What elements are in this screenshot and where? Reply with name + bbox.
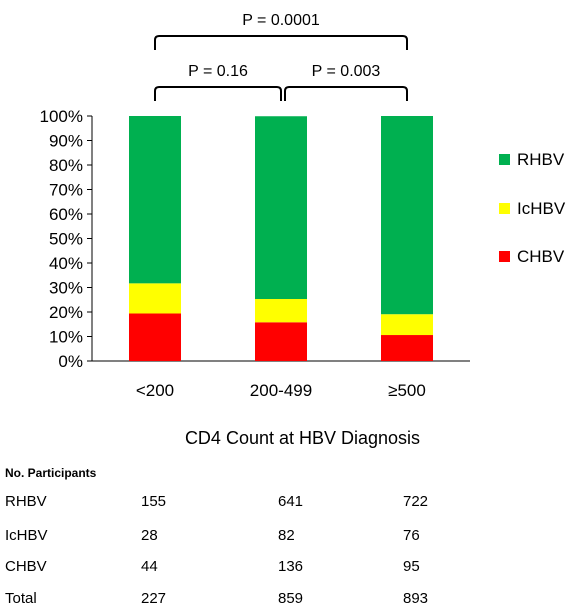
legend-swatch-ichbv [499, 203, 510, 214]
cell-200-499: 82 [278, 527, 295, 544]
participants-table-header: No. Participants [5, 466, 97, 480]
legend-swatch-chbv [499, 251, 510, 262]
y-tick-label: 100% [40, 107, 83, 126]
bar-segment-ichbv [381, 314, 433, 336]
p-value-label: P = 0.0001 [242, 12, 320, 29]
significance-bracket [284, 86, 408, 101]
cell-200-499: 859 [278, 590, 304, 607]
bar-segment-chbv [381, 335, 433, 361]
y-tick-label: 20% [49, 303, 83, 322]
table-row-ichbv: IcHBV 28 82 76 [0, 527, 581, 551]
y-tick-label: 40% [49, 254, 83, 273]
significance-bracket [154, 86, 282, 101]
cell-ge500: 76 [403, 527, 420, 544]
x-tick-label: ≥500 [388, 381, 426, 400]
cell-lt200: 44 [141, 558, 158, 575]
row-label: Total [5, 590, 37, 607]
bar-segment-rhbv [381, 116, 433, 315]
x-axis-title: CD4 Count at HBV Diagnosis [184, 428, 421, 448]
x-tick-label: 200-499 [250, 381, 312, 400]
bar-segment-chbv [255, 322, 307, 361]
p-value-label: P = 0.16 [188, 63, 248, 80]
y-tick-label: 90% [49, 132, 83, 151]
bar-segment-ichbv [255, 299, 307, 323]
bar-segment-chbv [129, 313, 181, 361]
legend-swatch-rhbv [499, 154, 510, 165]
y-tick-label: 80% [49, 156, 83, 175]
row-label: IcHBV [5, 527, 48, 544]
p-value-label: P = 0.003 [312, 63, 381, 80]
cell-lt200: 28 [141, 527, 158, 544]
y-tick-label: 50% [49, 230, 83, 249]
stacked-bar-chart: 0% 10% 20% 30% 40% 50% 60% 70% 80% 90% 100% <200 200… [40, 12, 566, 400]
table-row-rhbv: RHBV 155 641 722 [0, 493, 581, 517]
y-tick-label: 70% [49, 181, 83, 200]
cell-ge500: 722 [403, 493, 429, 510]
significance-bracket [154, 35, 408, 50]
cell-lt200: 155 [141, 493, 167, 510]
legend-label-ichbv: IcHBV [517, 199, 566, 218]
cell-200-499: 641 [278, 493, 304, 510]
table-row-total: Total 227 859 893 [0, 590, 581, 614]
cell-lt200: 227 [141, 590, 167, 607]
cell-ge500: 893 [403, 590, 429, 607]
x-tick-label: <200 [136, 381, 174, 400]
row-label: RHBV [5, 493, 47, 510]
row-label: CHBV [5, 558, 47, 575]
bar-segment-rhbv [129, 116, 181, 284]
legend-label-rhbv: RHBV [517, 150, 565, 169]
bar-segment-rhbv [255, 116, 307, 300]
y-tick-label: 0% [58, 352, 83, 371]
y-tick-label: 10% [49, 328, 83, 347]
bar-segment-ichbv [129, 283, 181, 314]
y-tick-label: 30% [49, 279, 83, 298]
y-tick-label: 60% [49, 205, 83, 224]
cell-200-499: 136 [278, 558, 304, 575]
legend-label-chbv: CHBV [517, 247, 565, 266]
table-row-chbv: CHBV 44 136 95 [0, 558, 581, 582]
cell-ge500: 95 [403, 558, 420, 575]
